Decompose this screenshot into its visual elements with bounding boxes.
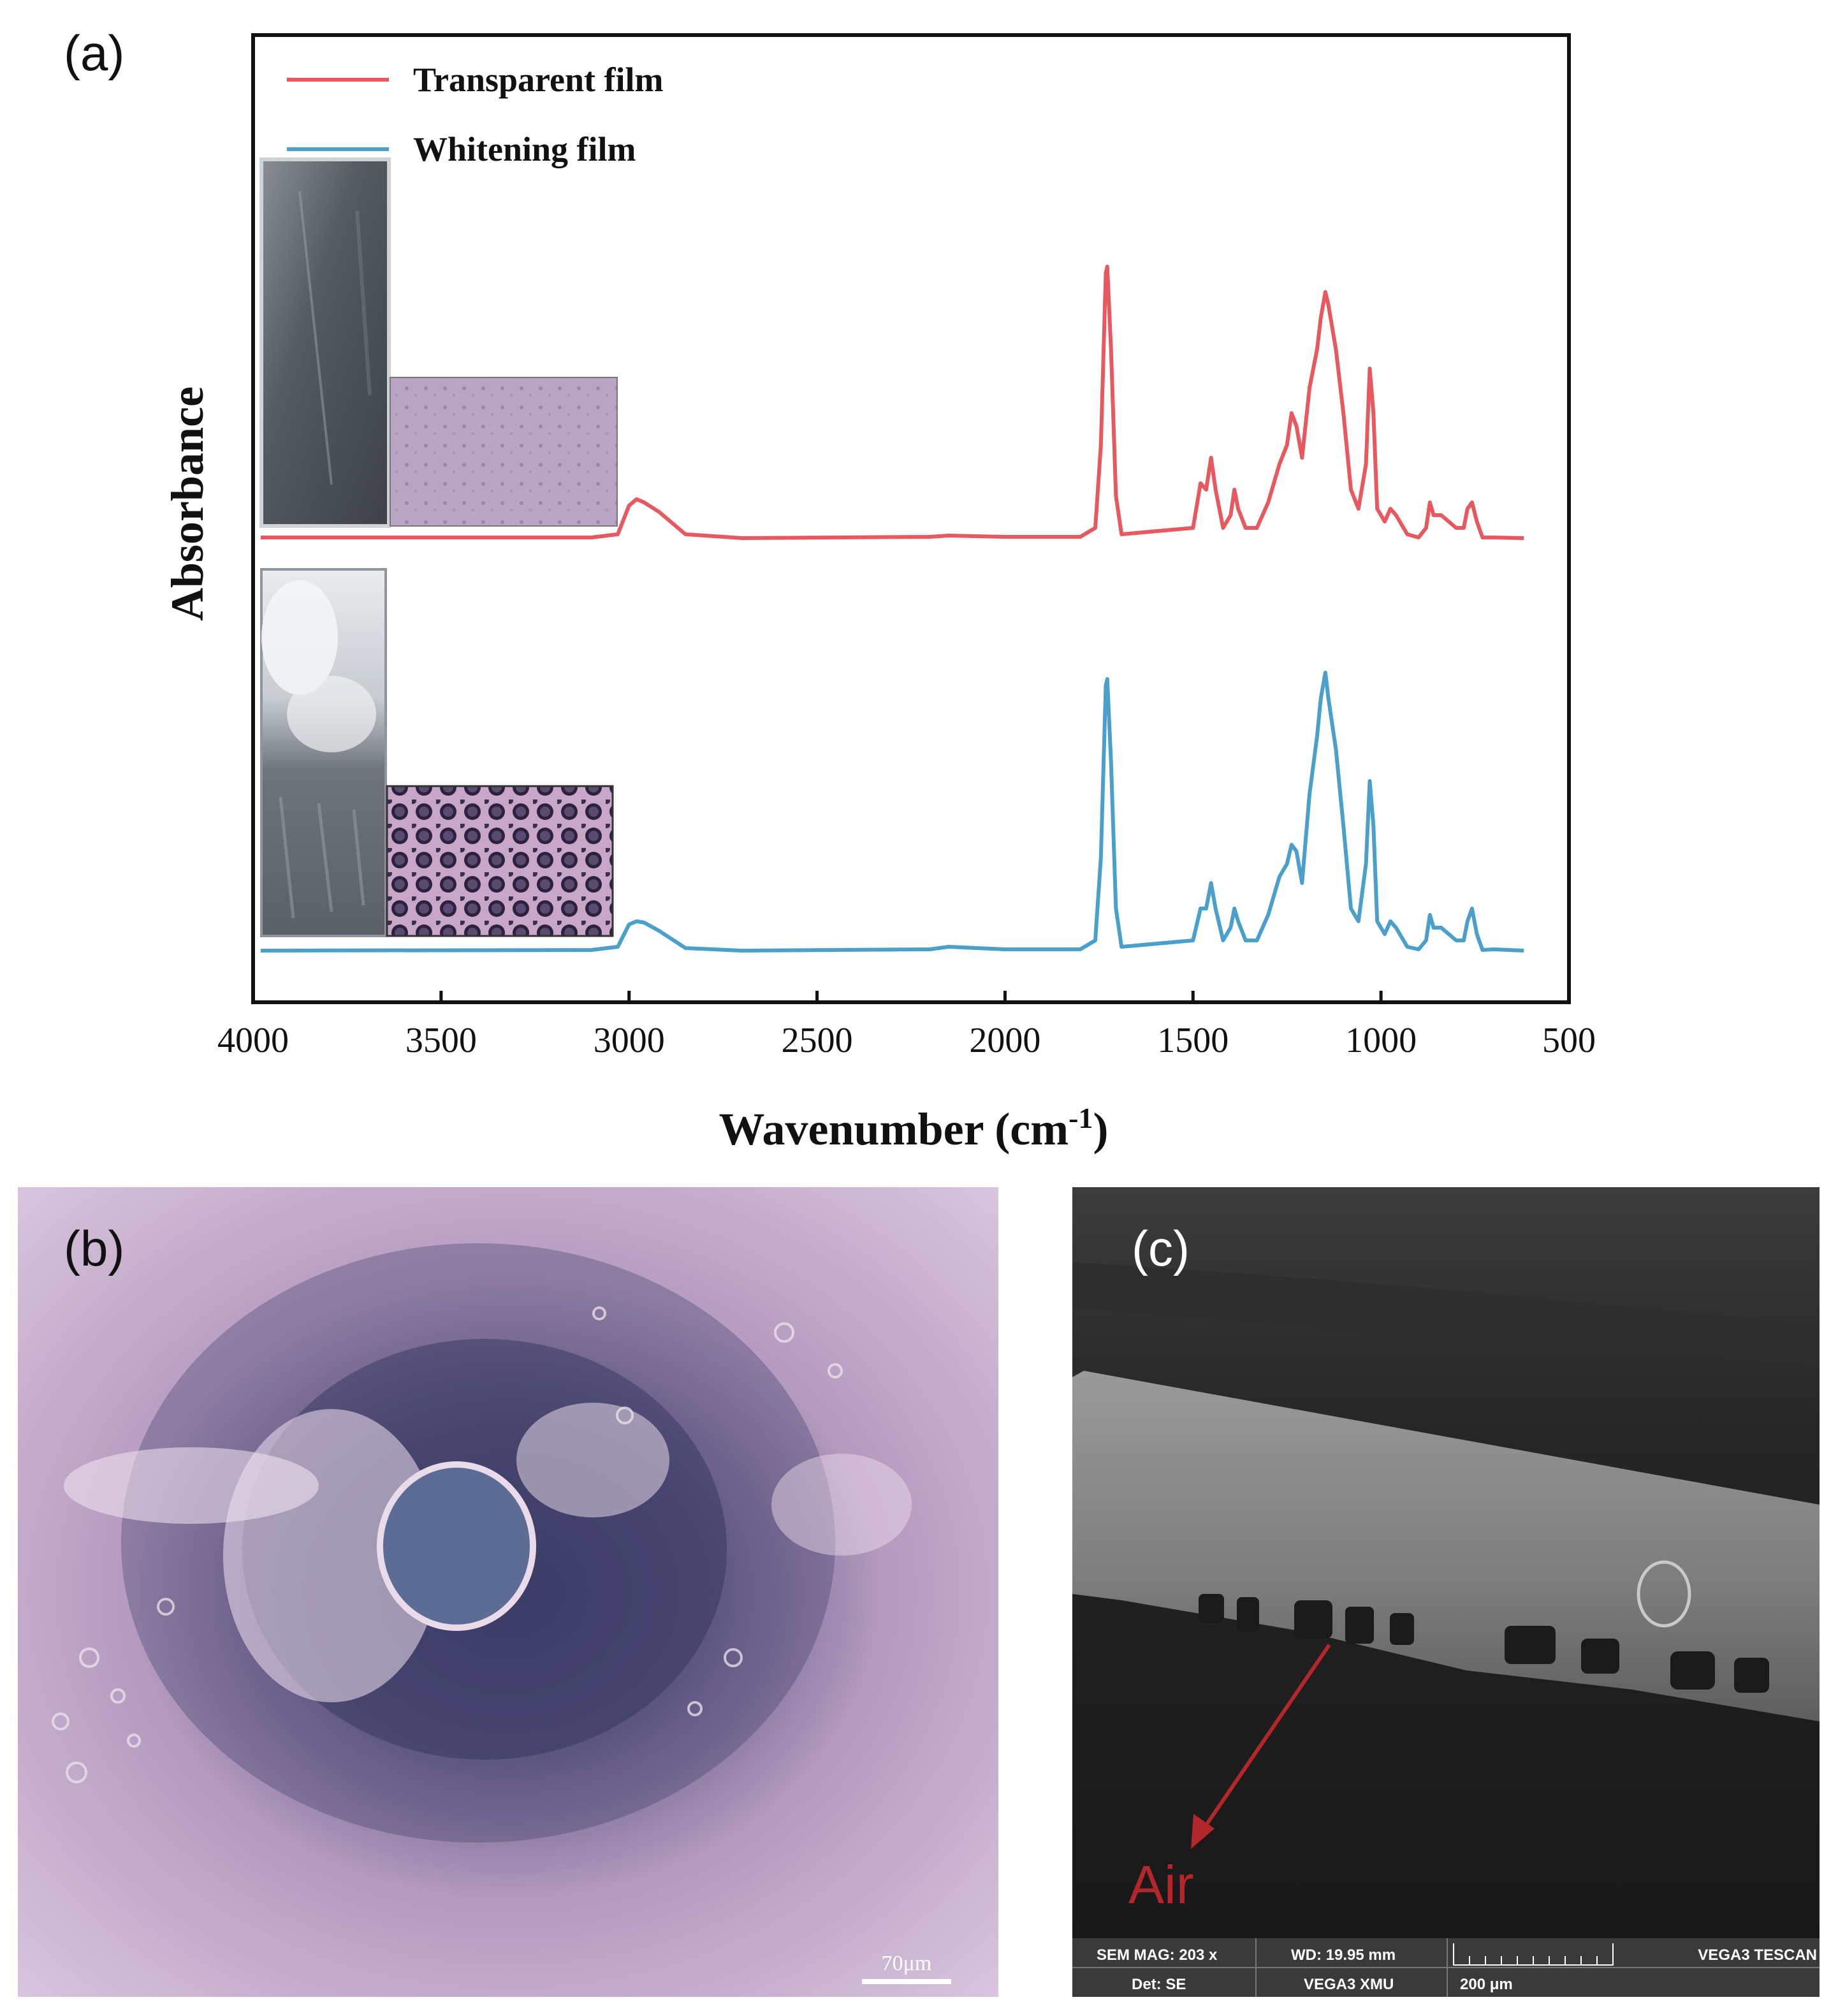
central-hole — [377, 1461, 536, 1631]
x-tick-label: 4000 — [217, 1021, 289, 1060]
y-axis-title: Absorbance — [162, 386, 213, 621]
series-layer — [260, 265, 1524, 953]
x-tick-label: 3000 — [594, 1021, 665, 1060]
x-tick-label: 2000 — [969, 1021, 1040, 1060]
inset-transparent-film-micrograph — [390, 377, 618, 527]
scale-bar-label: 70μm — [882, 1952, 932, 1975]
sem-scale-ruler — [1453, 1943, 1614, 1966]
inset-whitening-film-photo — [260, 568, 387, 937]
sem-brand: VEGA3 TESCAN — [1698, 1947, 1817, 1964]
inset-whitening-film-micrograph — [386, 785, 614, 937]
series-line-whitening — [260, 671, 1524, 953]
x-tick-label: 1000 — [1345, 1021, 1417, 1060]
x-tick-label: 1500 — [1157, 1021, 1229, 1060]
legend-label-transparent: Transparent film — [413, 61, 664, 99]
plot-frame — [251, 33, 1571, 1004]
air-annotation: Air — [1128, 1855, 1194, 1915]
sem-info-bar: SEM MAG: 203 x WD: 19.95 mm VEGA3 TESCAN… — [1072, 1938, 1820, 1997]
x-tick-label: 3500 — [405, 1021, 477, 1060]
panel-c: Air SEM MAG: 203 x WD: 19.95 mm VEGA3 TE… — [1072, 1187, 1820, 1997]
x-axis-title-main: Wavenumber (cm — [719, 1104, 1069, 1155]
x-axis-title: Wavenumber (cm-1) — [719, 1102, 1109, 1155]
inset-transparent-film-photo — [259, 157, 391, 528]
air-pores — [1199, 1594, 1769, 1693]
x-axis-title-tail: ) — [1093, 1104, 1108, 1155]
legend-label-whitening: Whitening film — [413, 130, 636, 168]
panel-a-label: (a) — [64, 25, 124, 81]
panel-a: (a) 4000 3500 3000 2500 2000 1500 1000 500 Wave… — [64, 25, 1596, 1155]
sem-wd: WD: 19.95 mm — [1291, 1947, 1396, 1964]
panel-b-label: (b) — [64, 1220, 124, 1276]
x-tick-label: 2500 — [782, 1021, 853, 1060]
film-cross-section — [1072, 1371, 1820, 1721]
panel-c-label: (c) — [1132, 1220, 1190, 1276]
sem-scale-label: 200 μm — [1460, 1976, 1513, 1993]
x-axis-title-sup: -1 — [1069, 1102, 1093, 1134]
panel-b: 70μm — [18, 1187, 998, 1997]
air-arrow — [1197, 1644, 1331, 1837]
sem-mag: SEM MAG: 203 x — [1097, 1947, 1218, 1964]
series-line-transparent — [260, 265, 1524, 540]
sem-instrument: VEGA3 XMU — [1304, 1976, 1394, 1993]
sem-detector: Det: SE — [1132, 1976, 1186, 1993]
x-axis-ticks: 4000 3500 3000 2500 2000 1500 1000 500 — [217, 991, 1596, 1060]
legend: Transparent film Whitening film — [287, 61, 664, 168]
x-tick-label: 500 — [1542, 1021, 1596, 1060]
air-arrow-head — [1191, 1814, 1214, 1849]
